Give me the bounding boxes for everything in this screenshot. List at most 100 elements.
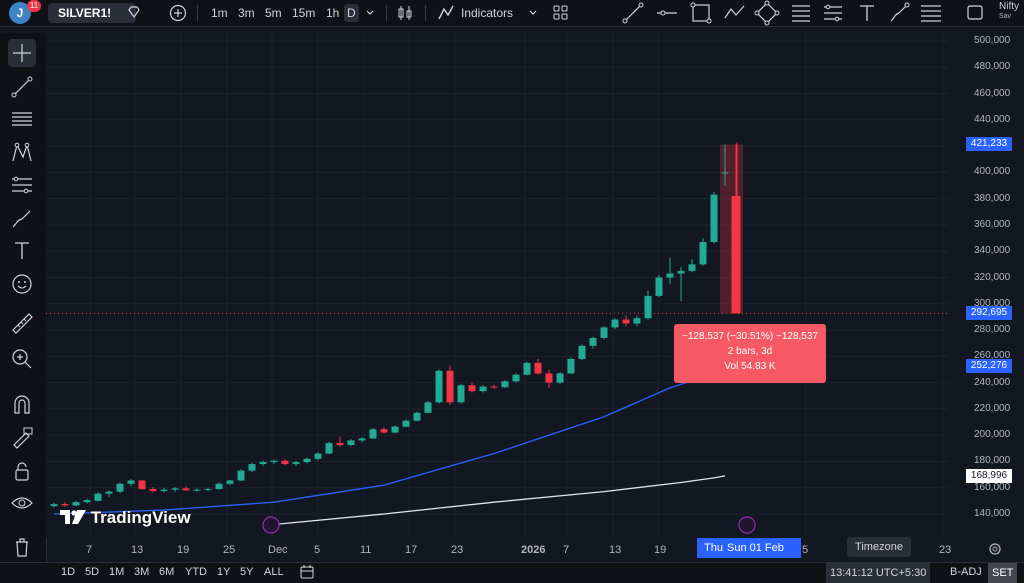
trash-icon[interactable] [8, 533, 36, 561]
range-6M[interactable]: 6M [159, 566, 175, 578]
crosshair-date-label: Thu Sun 01 Feb '26 [697, 538, 801, 574]
interval-15m[interactable]: 15m [292, 6, 316, 20]
symbol-search-button[interactable]: SILVER1! [48, 3, 140, 23]
left-drawing-toolbar [0, 33, 47, 568]
candle-body [402, 420, 410, 427]
diamond-icon[interactable] [126, 4, 142, 26]
pattern-icon[interactable] [8, 139, 36, 167]
menu-icon[interactable] [918, 0, 944, 26]
trendline-icon[interactable] [620, 0, 646, 26]
settings-icon[interactable] [987, 541, 1003, 562]
candle-body [666, 273, 674, 278]
candle-body [490, 386, 498, 388]
trendline-icon[interactable] [8, 73, 36, 101]
rectangle-icon[interactable] [688, 0, 714, 26]
chart-canvas[interactable] [46, 33, 948, 538]
price-tick: 320,000 [974, 271, 1011, 283]
chevron-down-icon[interactable] [527, 0, 539, 26]
fib-retracement-icon[interactable] [8, 171, 36, 199]
divider [386, 5, 387, 21]
candle-body [281, 460, 289, 465]
crosshair-icon[interactable] [8, 39, 36, 67]
set-button[interactable]: SET [988, 563, 1018, 583]
range-3M[interactable]: 3M [134, 566, 150, 578]
range-1M[interactable]: 1M [109, 566, 125, 578]
candle-body [171, 488, 179, 490]
candle-body [380, 429, 388, 433]
time-tick: 19 [654, 544, 667, 556]
time-tick: 19 [177, 544, 190, 556]
range-5D[interactable]: 5D [85, 566, 100, 578]
candle-body [149, 489, 157, 492]
interval-D[interactable]: D [344, 4, 359, 22]
horizontal-lines-icon[interactable] [8, 105, 36, 133]
magnet-icon[interactable] [8, 391, 36, 419]
candle-body [435, 370, 443, 403]
time-scale[interactable]: 23 5 19 13 7 2026 23 17 11 5 Dec 25 19 13 7 Thu Sun 01… [46, 538, 1018, 574]
candle-body [611, 319, 619, 328]
ruler-icon[interactable] [8, 309, 36, 337]
timezone-tooltip: Timezone [847, 537, 911, 557]
interval-1h[interactable]: 1h [326, 6, 340, 20]
indicators-button[interactable]: Indicators [436, 0, 513, 26]
fib-icon[interactable] [788, 0, 814, 26]
candle-body [677, 270, 685, 274]
moving-average-blue [53, 366, 737, 515]
plus-icon[interactable] [168, 0, 188, 26]
text-icon[interactable] [8, 237, 36, 265]
window-icon[interactable] [966, 0, 984, 26]
price-scale[interactable]: 500,000480,000460,000440,000420,000400,0… [948, 33, 1018, 538]
brush-icon[interactable] [8, 205, 36, 233]
candle-body [545, 373, 553, 383]
candle-body [204, 489, 212, 491]
chevron-down-icon[interactable] [364, 0, 376, 26]
lock-icon[interactable] [8, 457, 36, 485]
path-icon[interactable] [722, 0, 748, 26]
range-1D[interactable]: 1D [61, 566, 76, 578]
candle-body [72, 502, 80, 506]
price-tick: 380,000 [974, 192, 1011, 204]
candle-body [578, 345, 586, 359]
candle-body [644, 295, 652, 319]
interval-5m[interactable]: 5m [265, 6, 282, 20]
range-5Y[interactable]: 5Y [240, 566, 254, 578]
price-label: 168,996 [966, 468, 1012, 483]
eye-icon[interactable] [8, 489, 36, 517]
text-icon[interactable] [854, 0, 880, 26]
price-label: 292,695 [966, 306, 1012, 321]
anchored-shape-icon[interactable] [754, 0, 780, 26]
zoom-in-icon[interactable] [8, 345, 36, 373]
candle-body [589, 337, 597, 346]
divider [197, 5, 198, 21]
horizontal-line-icon[interactable] [654, 0, 680, 26]
candle-body [83, 500, 91, 503]
interval-3m[interactable]: 3m [238, 6, 255, 20]
chart-pane[interactable]: TradingView [46, 33, 948, 538]
range-YTD[interactable]: YTD [185, 566, 207, 578]
candle-body [633, 318, 641, 324]
range-ALL[interactable]: ALL [264, 566, 284, 578]
candle-body [336, 443, 344, 446]
tradingview-logo-icon [60, 509, 86, 524]
interval-1m[interactable]: 1m [211, 6, 228, 20]
candle-body [413, 412, 421, 421]
layout-grid-icon[interactable] [552, 0, 570, 26]
clock-display[interactable]: 13:41:12 UTC+5:30 [826, 563, 931, 583]
badj-button[interactable]: B-ADJ [950, 566, 982, 578]
avatar[interactable]: J [9, 2, 31, 24]
time-tick: 2026 [521, 544, 546, 556]
price-tick: 460,000 [974, 87, 1011, 99]
candle-body [292, 462, 300, 465]
candle-body [567, 358, 575, 374]
emoji-icon[interactable] [8, 270, 36, 298]
price-tick: 160,000 [974, 481, 1011, 493]
watchlist-item[interactable]: Nifty Sav [999, 1, 1019, 20]
channel-icon[interactable] [820, 0, 846, 26]
candle-body [215, 483, 223, 490]
lock-edit-icon[interactable] [8, 423, 36, 451]
candle-body [270, 460, 278, 463]
candles-icon[interactable] [396, 0, 414, 26]
calendar-icon[interactable] [299, 564, 315, 583]
range-1Y[interactable]: 1Y [217, 566, 231, 578]
brush-icon[interactable] [886, 0, 912, 26]
